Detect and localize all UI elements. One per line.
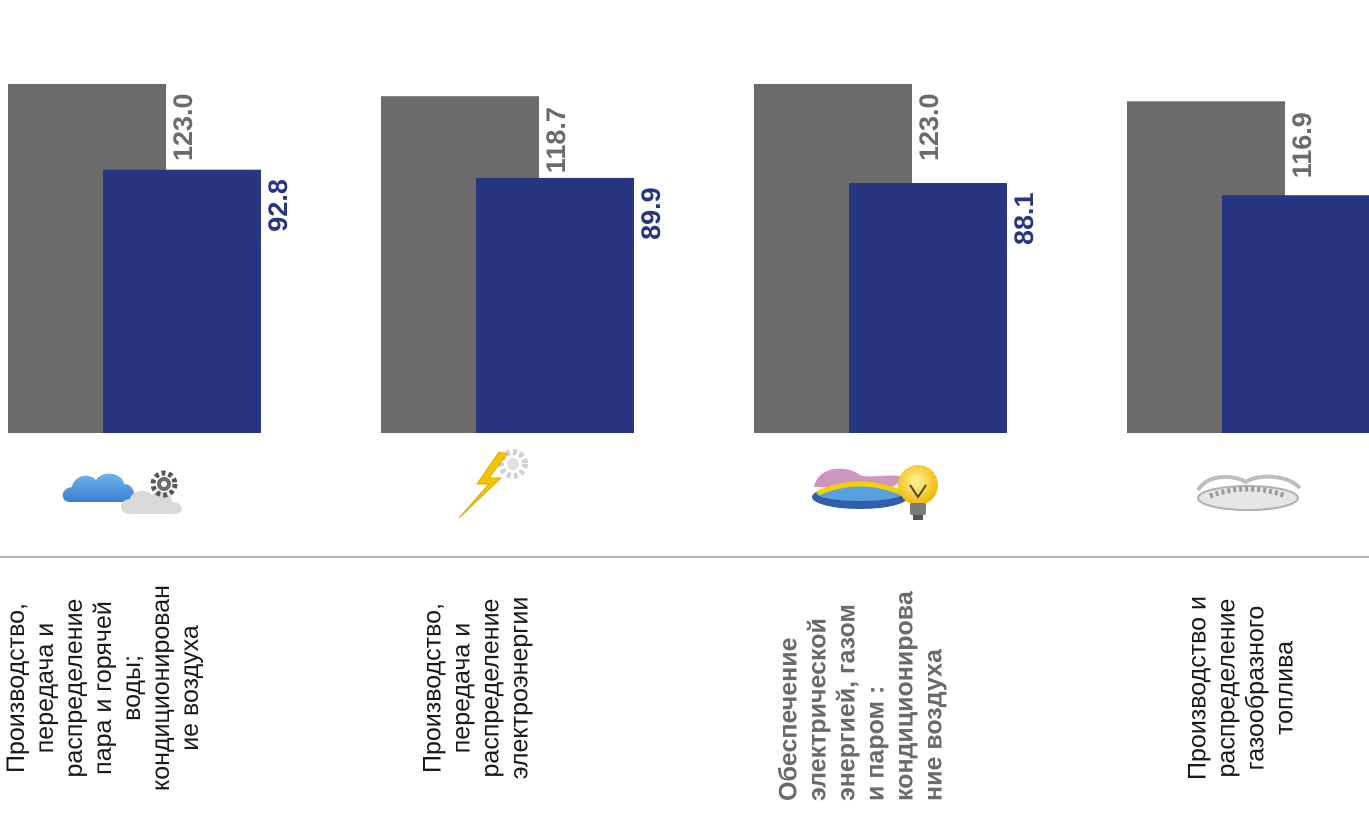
- category-label-line: распределение: [1213, 599, 1241, 778]
- category-label-line: топлива: [1271, 641, 1299, 735]
- category-label-line: передача и: [448, 623, 476, 753]
- category-label-line: кондиционирова: [891, 590, 919, 801]
- value-label-s1-c3: 123.0: [914, 93, 944, 161]
- category-label-line: энергией, газом: [833, 604, 861, 801]
- category-label-line: распределение: [60, 599, 88, 778]
- category-label-2: Производство, передача и распределение элек…: [419, 597, 534, 780]
- category-label-line: электрической: [804, 618, 832, 801]
- value-label-s1-c4: 116.9: [1287, 112, 1317, 178]
- category-label-4: Производство и распределение газообразного…: [1184, 596, 1299, 780]
- category-label-line: газообразного: [1242, 606, 1270, 771]
- category-label-line: Производство,: [419, 603, 447, 773]
- category-label-line: пара и горячей: [89, 601, 117, 775]
- bar-s2-c1: [103, 169, 261, 433]
- category-label-3: Обеспечение электрической энергией, газом и…: [775, 590, 948, 801]
- category-label-line: ие воздуха: [176, 625, 204, 751]
- bar-s2-c4: [1222, 195, 1369, 433]
- value-label-s1-c1: 123.0: [168, 93, 198, 161]
- value-label-s1-c2: 118.7: [541, 107, 571, 173]
- cloud-gear-icon: [62, 470, 183, 514]
- value-label-s2-c3: 88.1: [1009, 192, 1039, 245]
- gas-burner-icon: [1196, 474, 1302, 511]
- category-label-line: и паром :: [862, 686, 890, 801]
- category-label-line: ние воздуха: [920, 648, 948, 801]
- value-label-s2-c1: 92.8: [263, 179, 293, 232]
- bar-s2-c2: [476, 177, 634, 433]
- lightning-gear-icon: [458, 449, 528, 519]
- value-label-s2-c2: 89.9: [636, 187, 666, 240]
- category-label-line: Производство и: [1184, 596, 1212, 780]
- category-label-line: Обеспечение: [775, 637, 803, 801]
- category-label-1: Производство, передача и распределение пара…: [2, 585, 204, 791]
- category-label-line: распределение: [477, 599, 505, 778]
- category-label-line: Производство,: [2, 603, 30, 773]
- bars-layer: [8, 84, 1369, 434]
- category-label-line: воды;: [118, 655, 146, 721]
- category-label-line: кондиционирован: [147, 585, 175, 791]
- category-labels-layer: Производство, передача и распределение пара…: [2, 585, 1299, 801]
- category-label-line: электроэнергии: [506, 597, 534, 780]
- category-label-line: передача и: [31, 623, 59, 753]
- bar-s2-c3: [849, 183, 1007, 433]
- gas-burner-bulb-icon: [812, 465, 938, 520]
